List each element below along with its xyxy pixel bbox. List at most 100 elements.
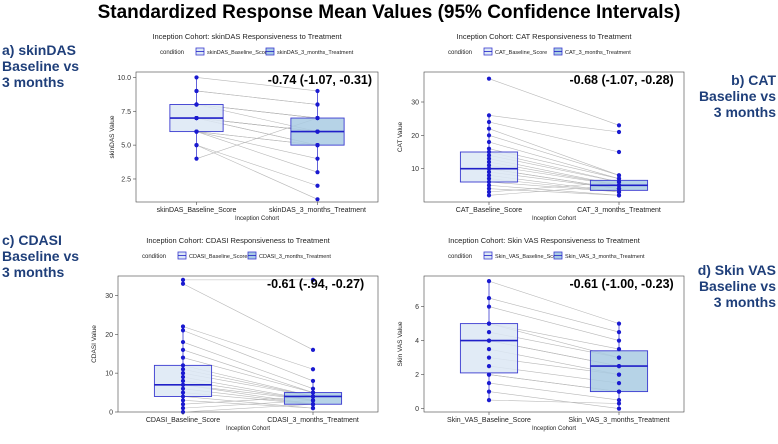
chart-0-pair-line xyxy=(196,144,318,200)
panel-label-c-line3: 3 months xyxy=(2,264,65,280)
chart-2-point-0 xyxy=(180,355,186,360)
chart-3-pair-line xyxy=(488,306,620,341)
chart-0-point-0 xyxy=(194,102,199,107)
chart-2-pair-line xyxy=(182,283,314,351)
chart-3-ytick-label-1: 2 xyxy=(415,372,419,379)
chart-1-point-1 xyxy=(616,189,622,195)
chart-0-point-0 xyxy=(194,75,199,80)
chart-2-point-0 xyxy=(180,328,186,333)
chart-3-pair-line xyxy=(488,391,620,409)
chart-1-ytick-label-2: 30 xyxy=(411,100,419,107)
chart-2-ytick-label-3: 30 xyxy=(105,293,113,300)
chart-0-point-0 xyxy=(194,156,199,161)
chart-3-xtick-label-1: Skin_VAS_3_months_Treatment xyxy=(568,417,669,424)
chart-2-srm-annotation: -0.61 (-.94, -0.27) xyxy=(267,277,364,291)
chart-0-point-1 xyxy=(315,129,320,134)
chart-3-point-1 xyxy=(616,321,622,326)
chart-3-point-0 xyxy=(486,279,492,284)
chart-2-point-1 xyxy=(310,347,316,352)
chart-3-point-1 xyxy=(616,401,622,406)
chart-3-point-0 xyxy=(486,321,492,326)
chart-2-legend-title: condition xyxy=(142,254,166,260)
chart-1-point-0 xyxy=(486,169,492,175)
chart-2-point-0 xyxy=(180,277,186,282)
chart-1-point-0 xyxy=(486,156,492,161)
chart-1-pair-line xyxy=(488,128,620,176)
chart-2-xtick-label-0: CDASI_Baseline_Score xyxy=(146,417,220,424)
chart-3-point-1 xyxy=(616,389,622,394)
chart-0-pair-line xyxy=(196,77,318,92)
chart-0-point-0 xyxy=(194,115,199,121)
chart-3-point-0 xyxy=(486,355,492,360)
panel-label-b-line2: Baseline vs xyxy=(698,88,776,104)
panel-label-a-line2: Baseline vs xyxy=(2,58,80,74)
chart-1-point-0 xyxy=(486,159,492,165)
chart-2-point-1 xyxy=(310,390,316,395)
chart-0-point-1 xyxy=(315,115,320,121)
chart-2-pair-line xyxy=(182,349,314,393)
chart-2-pair-line xyxy=(182,341,314,389)
chart-1-pair-line xyxy=(488,135,620,176)
chart-2-legend-label-0: CDASI_Baseline_Score xyxy=(189,254,247,260)
panel-label-b-line1: b) CAT xyxy=(731,72,776,88)
chart-0-pair-line xyxy=(196,131,318,173)
chart-0-ytick-label-1: 5.0 xyxy=(121,143,131,150)
panel-label-d: d) Skin VAS Baseline vs 3 months xyxy=(676,262,776,310)
chart-1-point-0 xyxy=(486,166,492,171)
chart-2-point-1 xyxy=(310,394,316,399)
chart-1-pair-line xyxy=(488,141,620,179)
figure-title: Standardized Response Mean Values (95% C… xyxy=(97,2,681,23)
chart-3-point-0 xyxy=(486,381,492,386)
chart-0-legend-label-1: skinDAS_3_months_Treatment xyxy=(277,50,354,56)
chart-0-pair-line xyxy=(196,90,318,105)
chart-1-xtick-label-1: CAT_3_months_Treatment xyxy=(577,207,661,214)
chart-3-point-0 xyxy=(486,398,492,403)
chart-2-point-1 xyxy=(310,398,316,403)
chart-1-plot-frame xyxy=(423,71,685,203)
chart-3-ytick-label-0: 0 xyxy=(415,406,419,413)
chart-0-srm-annotation: -0.74 (-1.07, -0.31) xyxy=(268,73,372,87)
chart-2-title: Inception Cohort: CDASI Responsiveness t… xyxy=(146,236,330,245)
chart-3-point-0 xyxy=(486,347,492,352)
chart-1-point-1 xyxy=(616,179,622,185)
chart-2-point-0 xyxy=(180,339,186,345)
chart-3-point-1 xyxy=(616,381,622,386)
chart-2: Inception Cohort: CDASI Responsiveness t… xyxy=(91,236,379,432)
chart-3-legend-title: condition xyxy=(448,254,472,260)
chart-1-ytick-label-0: 10 xyxy=(411,166,419,173)
chart-1-point-1 xyxy=(616,183,622,188)
chart-1-point-0 xyxy=(486,113,492,118)
chart-3-point-0 xyxy=(486,364,492,369)
chart-2-ytick-label-2: 20 xyxy=(105,332,113,339)
chart-2-point-0 xyxy=(180,394,186,399)
chart-3-ylabel: Skin VAS Value xyxy=(397,321,404,366)
chart-2-point-0 xyxy=(180,406,186,411)
chart-1-point-1 xyxy=(616,123,622,128)
chart-2-xtick-label-1: CDASI_3_months_Treatment xyxy=(267,417,359,424)
chart-1-point-0 xyxy=(486,139,492,145)
chart-1-point-1 xyxy=(616,186,622,191)
chart-0-title: Inception Cohort: skinDAS Responsiveness… xyxy=(152,32,342,41)
chart-1-point-0 xyxy=(486,173,492,178)
chart-3-point-1 xyxy=(616,398,622,403)
chart-2-point-0 xyxy=(180,378,186,384)
chart-1-legend-label-1: CAT_3_months_Treatment xyxy=(565,50,631,56)
chart-1-legend: condition CAT_Baseline_Score CAT_3_months_… xyxy=(448,47,631,56)
chart-1-point-1 xyxy=(616,176,622,181)
chart-3-point-1 xyxy=(616,355,622,360)
chart-0-pair-line xyxy=(196,131,318,159)
chart-2-point-0 xyxy=(180,371,186,376)
chart-3-point-1 xyxy=(616,338,622,343)
chart-1-ylabel: CAT Value xyxy=(397,121,404,152)
chart-1-point-0 xyxy=(486,126,492,131)
chart-0-xtick-label-0: skinDAS_Baseline_Score xyxy=(157,207,237,214)
chart-2-pair-line xyxy=(182,396,314,409)
chart-1-point-0 xyxy=(486,183,492,188)
chart-0-xlabel: Inception Cohort xyxy=(235,216,279,222)
chart-2-pair-line xyxy=(182,357,314,393)
chart-1-point-1 xyxy=(616,173,622,178)
chart-0-legend-title: condition xyxy=(160,50,184,56)
chart-3-srm-annotation: -0.61 (-1.00, -0.23) xyxy=(569,277,673,291)
panel-label-c-line1: c) CDASI xyxy=(2,232,62,248)
chart-1: Inception Cohort: CAT Responsiveness to … xyxy=(397,32,685,222)
